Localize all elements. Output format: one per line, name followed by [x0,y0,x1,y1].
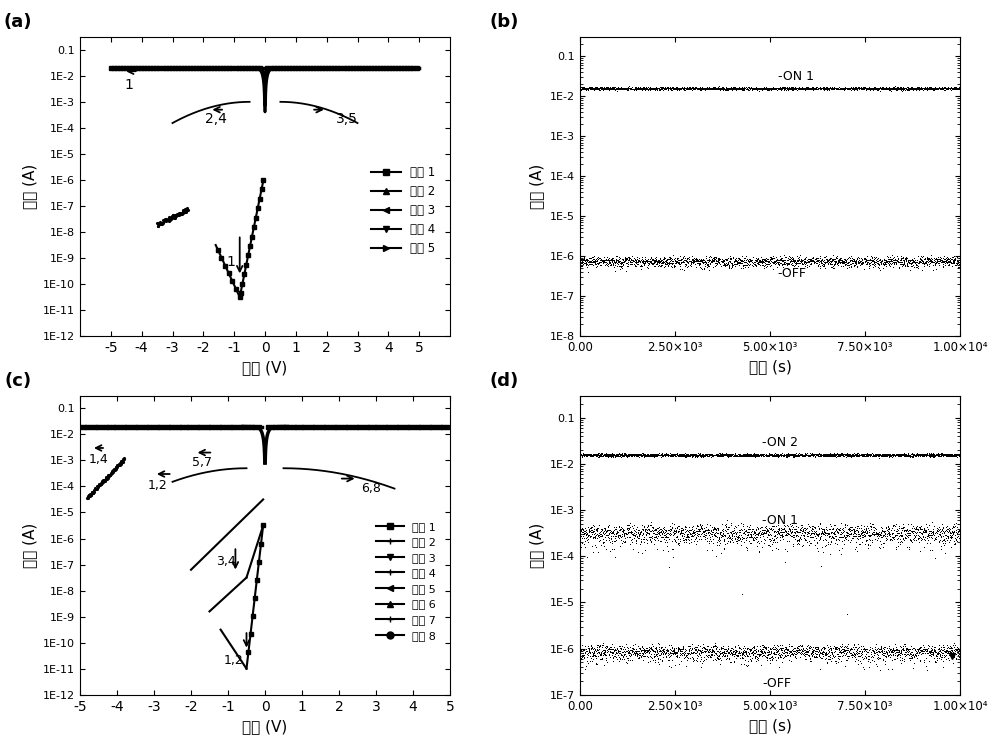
Text: 3,5: 3,5 [336,112,358,126]
Text: -ON 1: -ON 1 [778,70,814,84]
Y-axis label: 电流 (A): 电流 (A) [529,523,544,568]
X-axis label: 时间 (s): 时间 (s) [749,359,791,374]
X-axis label: 时间 (s): 时间 (s) [749,718,791,733]
Text: 3,4: 3,4 [216,554,236,568]
Text: 1,2: 1,2 [148,479,168,492]
X-axis label: 电压 (V): 电压 (V) [242,719,288,734]
Text: 5,7: 5,7 [192,456,212,469]
Text: 1: 1 [125,78,134,93]
X-axis label: 电压 (V): 电压 (V) [242,361,288,376]
Text: -OFF: -OFF [778,267,807,280]
Text: -ON 2: -ON 2 [762,436,798,449]
Text: 2,4: 2,4 [205,112,227,126]
Text: (c): (c) [5,372,32,390]
Text: 6,8: 6,8 [361,483,381,495]
Text: (a): (a) [3,13,32,31]
Y-axis label: 电流 (A): 电流 (A) [22,164,37,209]
Y-axis label: 电流 (A): 电流 (A) [529,164,544,209]
Text: (b): (b) [490,13,519,31]
Text: 1,4: 1,4 [89,453,108,466]
Y-axis label: 电流 (A): 电流 (A) [22,523,37,568]
Text: 1: 1 [227,255,236,269]
Text: -ON 1: -ON 1 [762,514,798,527]
Text: -OFF: -OFF [762,677,791,689]
Text: 1,2: 1,2 [224,654,243,667]
Legend: 扫描 1, 扫描 2, 扫描 3, 扫描 4, 扫描 5: 扫描 1, 扫描 2, 扫描 3, 扫描 4, 扫描 5 [367,161,440,260]
Legend: 扫描 1, 扫描 2, 扫描 3, 扫描 4, 扫描 5, 扫描 6, 扫描 7, 扫描 8: 扫描 1, 扫描 2, 扫描 3, 扫描 4, 扫描 5, 扫描 6, 扫描 7… [371,517,441,645]
Text: (d): (d) [490,372,519,390]
